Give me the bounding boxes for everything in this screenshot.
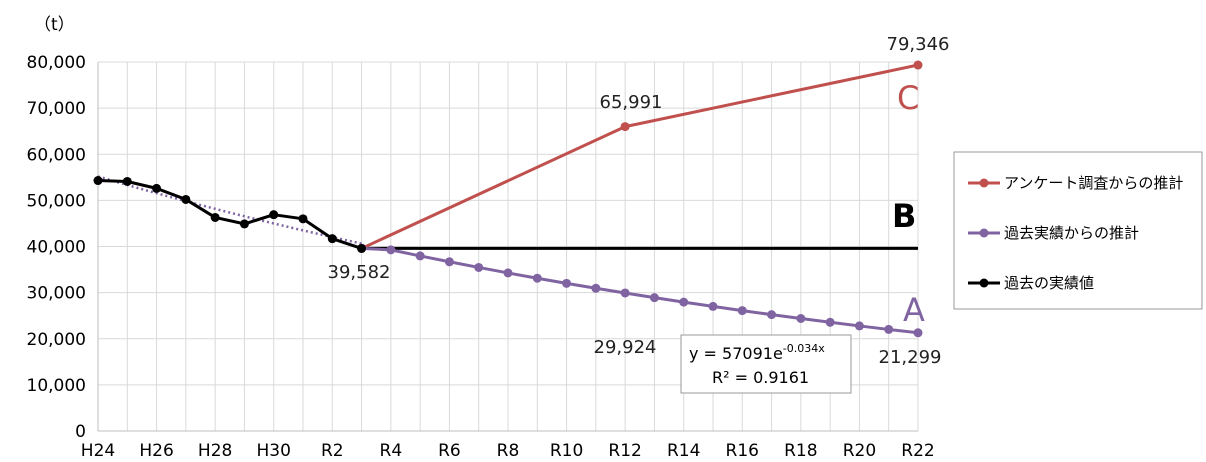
- data-point-actual-values: [93, 176, 103, 186]
- data-point-past-trend-estimate: [796, 314, 806, 324]
- data-labels: 79,346 65,991 39,582 29,924 21,299: [328, 34, 950, 368]
- y-unit-label: （t）: [34, 15, 75, 35]
- legend-swatch-marker: [979, 178, 989, 188]
- y-tick-label: 10,000: [27, 376, 86, 396]
- x-tick-label: R16: [726, 441, 759, 461]
- y-tick-label: 70,000: [27, 99, 86, 119]
- data-point-past-trend-estimate: [532, 273, 542, 283]
- legend-swatch-marker: [979, 228, 989, 238]
- y-tick-label: 20,000: [27, 330, 86, 350]
- x-tick-label: H28: [198, 441, 232, 461]
- data-point-actual-values: [357, 243, 367, 253]
- data-label: 79,346: [887, 34, 950, 55]
- legend-label: アンケート調査からの推計: [1004, 174, 1183, 192]
- x-tick-label: R8: [497, 441, 520, 461]
- data-point-actual-values: [269, 210, 279, 220]
- x-tick-label: R22: [901, 441, 934, 461]
- series-letter-c: C: [897, 79, 919, 117]
- data-point-past-trend-estimate: [767, 310, 777, 320]
- series-line-past-trend-estimate: [361, 246, 919, 335]
- data-point-actual-values: [210, 212, 220, 222]
- series-letters: C B A: [892, 79, 925, 329]
- equation-text: y = 57091e-0.034x: [689, 342, 825, 363]
- data-point-past-trend-estimate: [884, 324, 894, 334]
- data-point-actual-values: [327, 234, 337, 244]
- trendline-equation-box: y = 57091e-0.034x R² = 0.9161: [680, 334, 852, 394]
- data-point-past-trend-estimate: [679, 297, 689, 307]
- x-tick-label: R4: [380, 441, 403, 461]
- legend-label: 過去の実績値: [1004, 274, 1094, 292]
- r-squared-text: R² = 0.9161: [712, 368, 809, 387]
- data-point-past-trend-estimate: [444, 257, 454, 267]
- series-group: [93, 60, 923, 338]
- data-point-actual-values: [152, 183, 162, 193]
- x-tick-label: H24: [81, 441, 115, 461]
- x-tick-label: R6: [438, 441, 461, 461]
- x-tick-label: R12: [608, 441, 641, 461]
- data-point-survey-estimate: [620, 122, 630, 132]
- x-tick-label: R20: [843, 441, 876, 461]
- x-tick-label: R14: [667, 441, 700, 461]
- series-letter-b: B: [892, 197, 916, 235]
- data-point-past-trend-estimate: [825, 317, 835, 327]
- data-point-past-trend-estimate: [708, 301, 718, 311]
- legend-swatch-marker: [979, 278, 989, 288]
- y-tick-label: 30,000: [27, 284, 86, 304]
- series-letter-a: A: [903, 291, 925, 329]
- trendline: [97, 175, 362, 245]
- y-tick-label: 0: [75, 422, 86, 442]
- data-point-actual-values: [122, 176, 132, 186]
- data-label: 65,991: [600, 92, 663, 113]
- x-tick-labels: H24 H26 H28 H30 R2 R4 R6 R8 R10 R12 R14 R16 R18 R20 R2…: [81, 441, 935, 461]
- data-point-past-trend-estimate: [620, 288, 630, 298]
- data-point-past-trend-estimate: [386, 245, 396, 255]
- data-label: 21,299: [879, 347, 942, 368]
- data-point-actual-values: [239, 219, 249, 229]
- data-point-past-trend-estimate: [737, 306, 747, 316]
- x-tick-label: H30: [257, 441, 291, 461]
- axes: [97, 62, 918, 432]
- data-point-past-trend-estimate: [854, 321, 864, 331]
- data-point-actual-values: [298, 214, 308, 224]
- data-point-past-trend-estimate: [474, 262, 484, 272]
- y-tick-label: 80,000: [27, 53, 86, 73]
- data-point-past-trend-estimate: [503, 268, 513, 278]
- data-point-past-trend-estimate: [649, 293, 659, 303]
- series-line-actual-values: [97, 179, 363, 250]
- legend-label: 過去実績からの推計: [1004, 224, 1139, 242]
- equation-box-frame: [680, 334, 852, 394]
- y-tick-labels: 0 10,000 20,000 30,000 40,000 50,000 60,000 70,…: [27, 53, 86, 442]
- data-point-past-trend-estimate: [591, 283, 601, 293]
- x-tick-label: R2: [321, 441, 344, 461]
- data-point-past-trend-estimate: [415, 251, 425, 261]
- y-tick-label: 60,000: [27, 145, 86, 165]
- data-point-past-trend-estimate: [913, 328, 923, 338]
- y-tick-label: 50,000: [27, 191, 86, 211]
- x-tick-label: R18: [784, 441, 817, 461]
- data-point-past-trend-estimate: [562, 278, 572, 288]
- data-label: 29,924: [594, 337, 657, 358]
- data-label: 39,582: [328, 262, 391, 283]
- x-tick-label: H26: [139, 441, 173, 461]
- data-point-actual-values: [181, 194, 191, 204]
- data-point-survey-estimate: [913, 60, 923, 70]
- y-tick-label: 40,000: [27, 238, 86, 258]
- x-tick-label: R10: [550, 441, 583, 461]
